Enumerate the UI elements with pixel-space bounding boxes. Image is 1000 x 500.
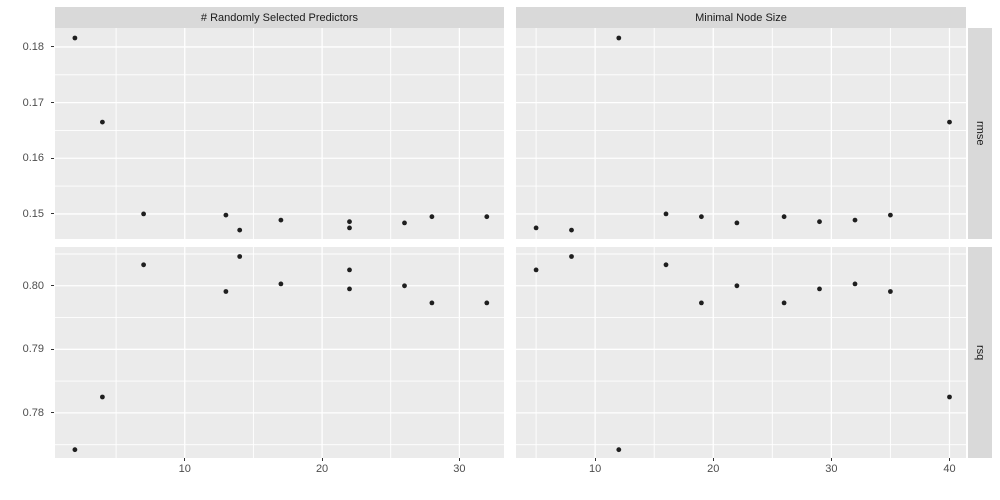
data-point: [429, 300, 435, 306]
x-axis-tick: [321, 458, 323, 461]
data-point: [852, 217, 858, 223]
x-tick-label: 40: [943, 463, 956, 475]
x-axis-tick: [594, 458, 596, 461]
y-tick-label: 0.80: [22, 279, 44, 292]
data-point: [699, 214, 704, 220]
x-tick-label: 20: [707, 463, 720, 475]
y-tick-label: 0.17: [22, 96, 44, 109]
data-point: [278, 217, 284, 223]
data-point: [141, 262, 146, 268]
facet-col-label-node-size: Minimal Node Size: [695, 11, 787, 24]
y-axis-tick: [50, 348, 54, 350]
data-point: [817, 219, 822, 225]
y-tick-label: 0.18: [22, 40, 44, 53]
data-point: [699, 300, 704, 306]
y-tick-label: 0.15: [22, 207, 44, 220]
facet-row-strip-rmse: rmse: [968, 28, 992, 239]
y-tick-label: 0.78: [22, 406, 44, 419]
data-point: [347, 267, 352, 273]
data-point: [72, 447, 78, 453]
data-point: [278, 281, 284, 287]
panel-rsq-minn: [516, 247, 966, 458]
data-point: [237, 227, 243, 233]
panel-rmse-mtry: [55, 28, 504, 239]
data-point: [734, 283, 740, 289]
y-axis-tick: [50, 285, 54, 287]
data-point: [72, 35, 78, 41]
data-point: [781, 214, 787, 220]
data-point: [616, 447, 622, 453]
data-point: [223, 212, 229, 218]
panel-rsq-mtry: [55, 247, 504, 458]
x-axis-tick: [458, 458, 460, 461]
x-tick-label: 30: [825, 463, 838, 475]
panel-rmse-minn: [516, 28, 966, 239]
y-axis-tick: [50, 102, 54, 104]
data-point: [347, 286, 352, 292]
y-axis-tick: [50, 412, 54, 414]
data-point: [347, 225, 352, 231]
x-axis-tick: [712, 458, 714, 461]
data-point: [734, 220, 740, 226]
data-point: [223, 289, 229, 294]
data-point: [484, 214, 490, 220]
y-tick-label: 0.79: [22, 343, 44, 356]
facet-row-strip-rsq: rsq: [968, 247, 992, 458]
data-point: [141, 211, 146, 217]
x-tick-label: 10: [589, 463, 602, 475]
data-point: [533, 225, 539, 231]
facet-row-label-rmse: rmse: [974, 121, 986, 146]
y-axis-tick: [50, 213, 54, 215]
data-point: [429, 214, 435, 220]
data-point: [781, 300, 787, 306]
facet-col-strip-node-size: Minimal Node Size: [516, 7, 966, 28]
x-axis-tick: [948, 458, 950, 461]
data-point: [533, 267, 539, 273]
data-point: [569, 254, 574, 259]
data-point: [100, 119, 105, 125]
facet-col-label-predictors: # Randomly Selected Predictors: [200, 11, 359, 24]
data-point: [947, 119, 952, 125]
data-point: [402, 283, 407, 289]
data-point: [347, 219, 352, 225]
data-point: [100, 394, 105, 400]
x-tick-label: 30: [453, 463, 466, 475]
y-tick-label: 0.16: [22, 152, 44, 165]
y-axis-tick: [50, 46, 54, 48]
data-point: [569, 227, 574, 233]
data-point: [484, 300, 490, 306]
data-point: [663, 211, 669, 217]
facet-col-strip-predictors: # Randomly Selected Predictors: [55, 7, 504, 28]
data-point: [237, 254, 243, 259]
x-axis-tick: [184, 458, 186, 461]
data-point: [616, 35, 622, 41]
data-point: [663, 262, 669, 268]
data-point: [852, 281, 858, 287]
x-tick-label: 20: [315, 463, 329, 475]
data-point: [888, 212, 893, 218]
x-axis-tick: [830, 458, 832, 461]
data-point: [817, 286, 822, 292]
data-point: [402, 220, 407, 226]
data-point: [888, 289, 893, 294]
y-axis-tick: [50, 157, 54, 159]
data-point: [947, 394, 952, 400]
facet-row-label-rsq: rsq: [974, 344, 986, 361]
x-tick-label: 10: [178, 463, 191, 475]
